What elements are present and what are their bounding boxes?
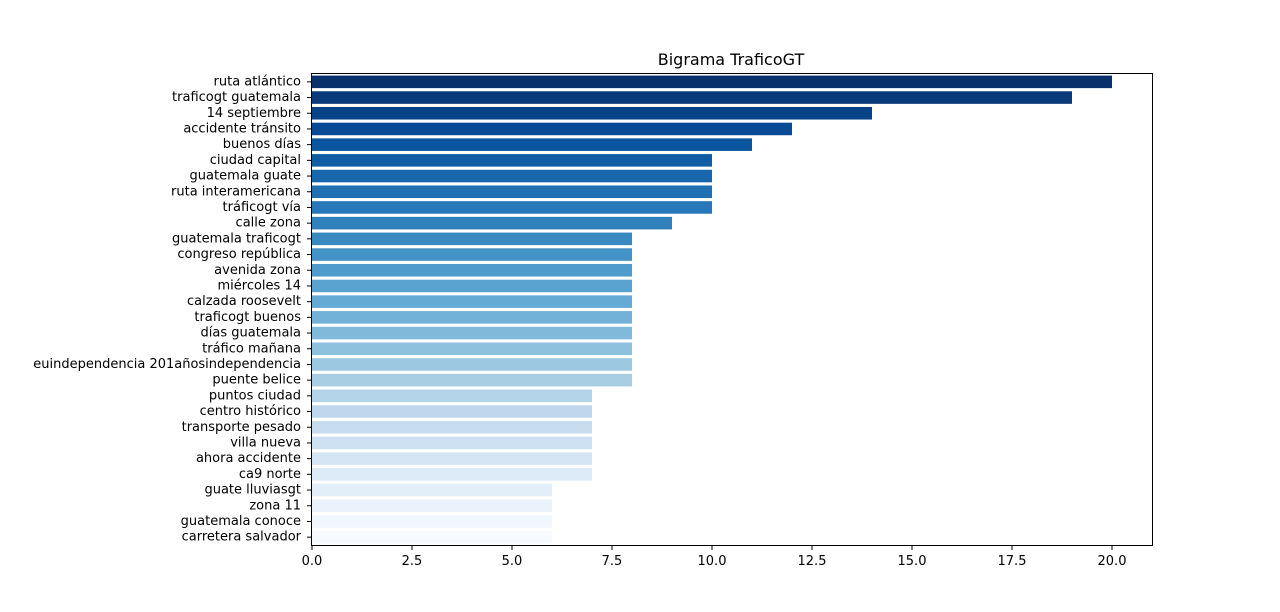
x-tick-label: 17.5 [998, 554, 1027, 569]
bar [312, 91, 1072, 104]
y-tick-label: miércoles 14 [218, 278, 302, 293]
y-tick-label: ca9 norte [239, 467, 301, 482]
y-tick-label: congreso república [177, 247, 301, 262]
bar [312, 420, 592, 434]
x-tick-label: 5.0 [502, 554, 523, 569]
y-tick-label: avenida zona [214, 263, 301, 278]
x-tick-label: 2.5 [402, 554, 423, 569]
x-tick-label: 12.5 [798, 554, 827, 569]
y-tick-label: accidente tránsito [183, 121, 301, 136]
bar [312, 342, 632, 356]
bar [312, 201, 712, 214]
bar [312, 216, 672, 230]
bar [312, 106, 872, 120]
bar [312, 279, 632, 293]
bar [312, 373, 632, 387]
y-tick-label: ahora accidente [196, 451, 301, 466]
bar [312, 232, 632, 246]
y-tick-label: guatemala guate [190, 169, 301, 184]
plot-frame [311, 73, 1153, 546]
x-tick-label: 15.0 [898, 554, 927, 569]
bar [312, 185, 712, 199]
y-tick-label: villa nueva [230, 435, 301, 450]
bar [312, 483, 552, 497]
bar [312, 75, 1112, 89]
x-tick-label: 20.0 [1098, 554, 1127, 569]
bars-group [312, 75, 1112, 544]
bar [312, 263, 632, 277]
x-tick-label: 0.0 [302, 554, 323, 569]
y-tick-label: guatemala traficogt [172, 231, 301, 246]
x-axis-ticks: 0.0 2.5 5.0 7.5 10.0 12.5 15.0 17.5 20.0 [302, 545, 1127, 569]
bar [312, 515, 552, 528]
y-tick-label: tráficogt vía [223, 200, 301, 215]
y-tick-label: euindependencia 201añosindependencia [33, 357, 301, 372]
y-tick-label: días guatemala [201, 326, 302, 341]
chart-title: Bigrama TraficoGT [658, 50, 805, 69]
y-tick-label: calle zona [236, 216, 301, 231]
y-tick-label: ciudad capital [210, 153, 301, 168]
bar [312, 389, 592, 403]
y-tick-label: buenos días [223, 137, 301, 152]
bar [312, 295, 632, 308]
y-tick-label: traficogt guatemala [172, 90, 301, 105]
bar [312, 530, 552, 544]
y-tick-label: traficogt buenos [194, 310, 301, 325]
bar [312, 248, 632, 261]
y-tick-label: puente belice [212, 373, 301, 388]
x-tick-label: 7.5 [602, 554, 623, 569]
bar [312, 138, 752, 151]
y-tick-label: ruta atlántico [214, 74, 302, 89]
bar [312, 154, 712, 167]
y-tick-label: puntos ciudad [209, 388, 301, 403]
y-tick-label: zona 11 [249, 498, 301, 513]
bar [312, 358, 632, 371]
y-tick-label: ruta interamericana [171, 184, 301, 199]
bar [312, 326, 632, 340]
y-tick-label: carretera salvador [182, 530, 302, 545]
bar [312, 499, 552, 513]
y-tick-label: tráfico mañana [202, 341, 301, 356]
bar [312, 122, 792, 136]
bar [312, 405, 592, 418]
bar [312, 311, 632, 324]
y-tick-label: 14 septiembre [207, 106, 301, 121]
y-tick-label: transporte pesado [182, 420, 301, 435]
y-tick-label: centro histórico [200, 404, 301, 419]
bar [312, 436, 592, 450]
y-tick-label: guate lluviasgt [204, 483, 301, 498]
y-tick-label: calzada roosevelt [187, 294, 301, 309]
bar [312, 468, 592, 481]
bar [312, 169, 712, 183]
bar [312, 452, 592, 465]
y-tick-label: guatemala conoce [181, 514, 301, 529]
x-tick-label: 10.0 [698, 554, 727, 569]
